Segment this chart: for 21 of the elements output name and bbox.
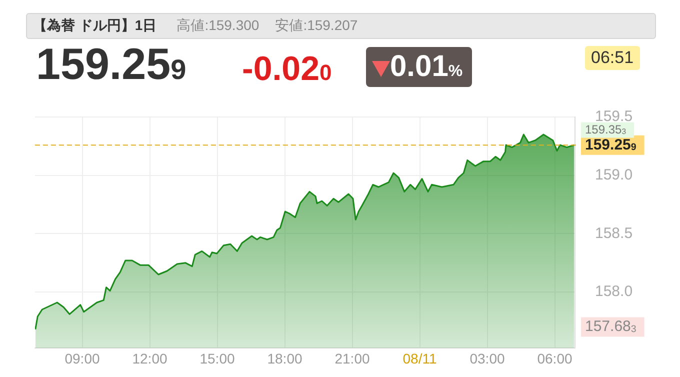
x-tick-label: 08/11 xyxy=(402,350,437,366)
x-tick-label: 09:00 xyxy=(64,350,100,366)
text: 159.259 xyxy=(36,40,186,89)
x-tick-label: 15:00 xyxy=(200,350,235,366)
y-tick-label: 159.0 xyxy=(595,166,633,184)
text: 高値:159.300 xyxy=(176,17,260,35)
text: -0.020 xyxy=(242,50,332,88)
text: 06:51 xyxy=(585,46,640,70)
text: 0.01% xyxy=(390,50,463,84)
text: 安値:159.207 xyxy=(275,17,358,35)
y-tick-label: 158.5 xyxy=(595,224,633,242)
chart-title: 【為替 ドル円】1日 xyxy=(33,17,157,35)
y-tick-label: 158.0 xyxy=(595,283,633,300)
x-tick-label: 12:00 xyxy=(132,350,168,366)
y-tick-label: 159.5 xyxy=(595,108,633,126)
x-tick-label: 21:00 xyxy=(334,350,370,366)
x-tick-label: 18:00 xyxy=(267,350,302,366)
ref-line-label: 159.259 xyxy=(585,136,637,154)
text: 157.683 xyxy=(585,318,636,336)
x-tick-label: 03:00 xyxy=(470,350,505,366)
x-tick-label: 06:00 xyxy=(537,350,572,366)
